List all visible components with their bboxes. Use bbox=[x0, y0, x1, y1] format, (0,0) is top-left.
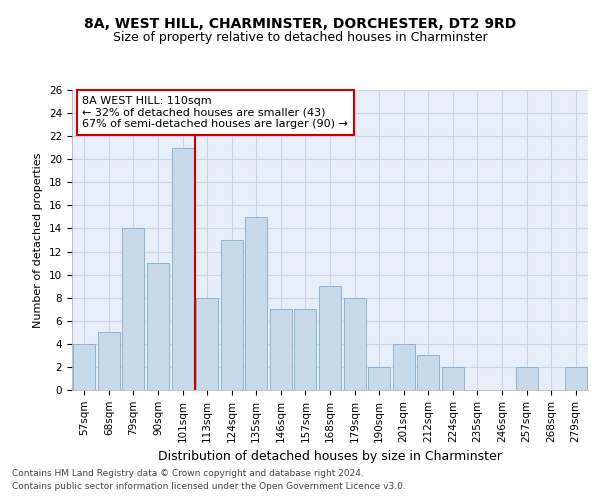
Bar bbox=[417, 356, 439, 390]
Bar bbox=[196, 298, 218, 390]
Y-axis label: Number of detached properties: Number of detached properties bbox=[34, 152, 43, 328]
Bar bbox=[295, 309, 316, 390]
Bar bbox=[245, 217, 268, 390]
Bar bbox=[172, 148, 194, 390]
X-axis label: Distribution of detached houses by size in Charminster: Distribution of detached houses by size … bbox=[158, 450, 502, 463]
Bar bbox=[442, 367, 464, 390]
Text: 8A WEST HILL: 110sqm
← 32% of detached houses are smaller (43)
67% of semi-detac: 8A WEST HILL: 110sqm ← 32% of detached h… bbox=[82, 96, 348, 129]
Bar bbox=[515, 367, 538, 390]
Bar bbox=[73, 344, 95, 390]
Text: Contains public sector information licensed under the Open Government Licence v3: Contains public sector information licen… bbox=[12, 482, 406, 491]
Bar bbox=[319, 286, 341, 390]
Bar bbox=[344, 298, 365, 390]
Bar bbox=[147, 263, 169, 390]
Text: Size of property relative to detached houses in Charminster: Size of property relative to detached ho… bbox=[113, 31, 487, 44]
Bar bbox=[98, 332, 120, 390]
Bar bbox=[270, 309, 292, 390]
Bar bbox=[368, 367, 390, 390]
Bar bbox=[565, 367, 587, 390]
Text: Contains HM Land Registry data © Crown copyright and database right 2024.: Contains HM Land Registry data © Crown c… bbox=[12, 468, 364, 477]
Bar bbox=[221, 240, 243, 390]
Bar bbox=[392, 344, 415, 390]
Bar bbox=[122, 228, 145, 390]
Text: 8A, WEST HILL, CHARMINSTER, DORCHESTER, DT2 9RD: 8A, WEST HILL, CHARMINSTER, DORCHESTER, … bbox=[84, 18, 516, 32]
